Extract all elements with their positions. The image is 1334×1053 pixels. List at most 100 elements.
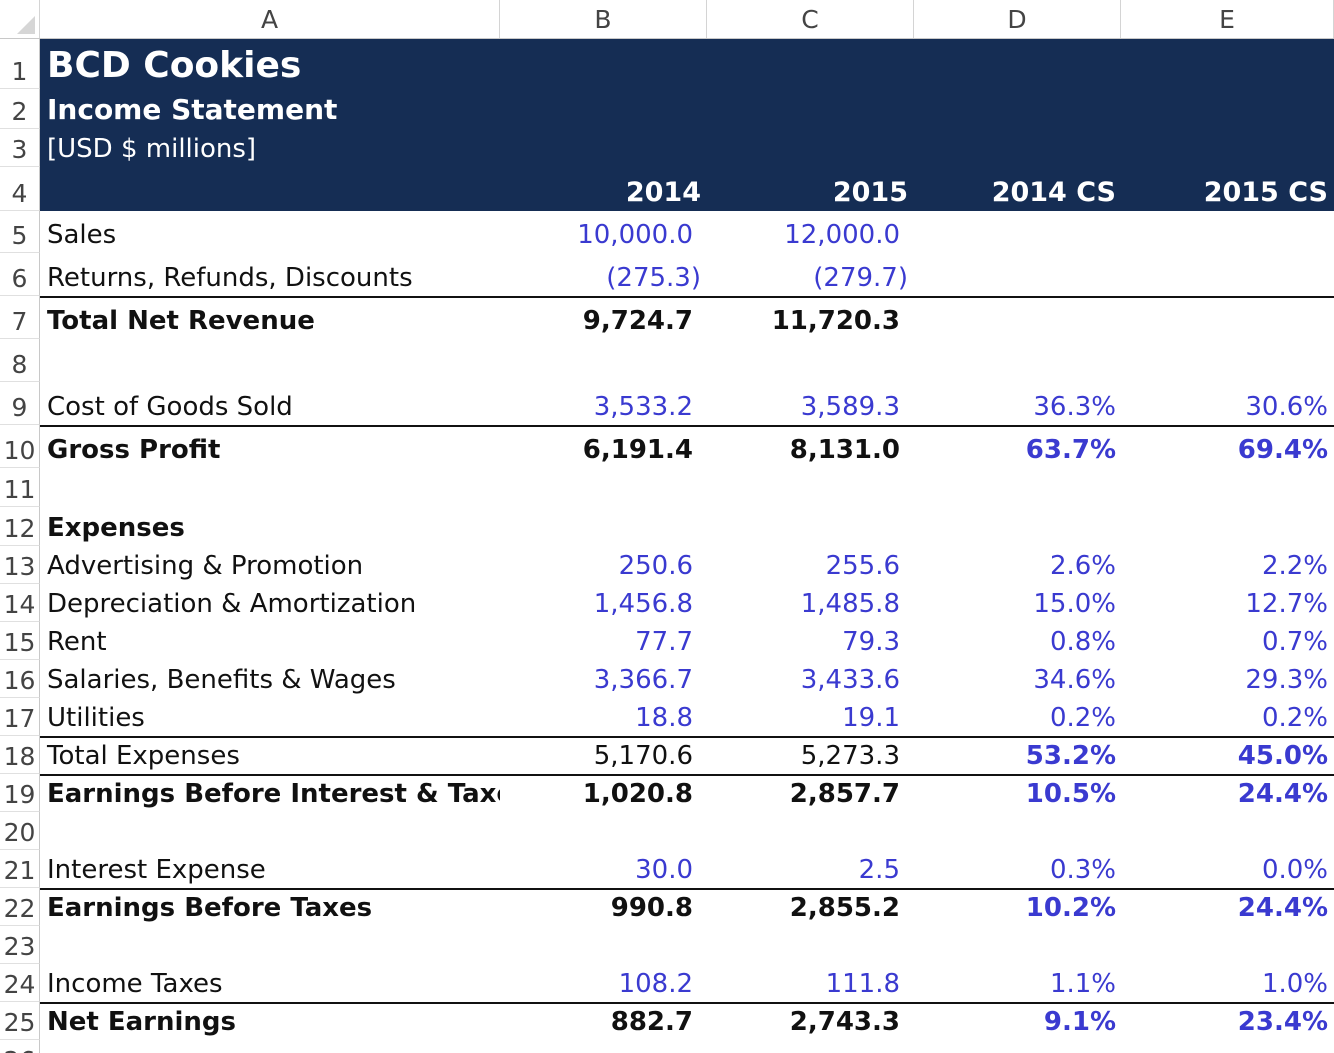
row-number[interactable]: 3 — [0, 129, 40, 167]
taxes-2015-cs[interactable]: 1.0% — [1261, 969, 1328, 999]
total-net-revenue-2015[interactable]: 11,720.3 — [707, 296, 914, 339]
ebt-2015-cs[interactable]: 24.4% — [1121, 888, 1334, 926]
row-number[interactable]: 18 — [0, 736, 40, 774]
cell[interactable] — [40, 926, 500, 964]
cell[interactable] — [40, 339, 500, 382]
total-expenses-2015-cs[interactable]: 45.0% — [1121, 736, 1334, 774]
cell[interactable] — [707, 1040, 914, 1053]
cell[interactable] — [500, 339, 707, 382]
row-number[interactable]: 19 — [0, 774, 40, 812]
year-2014-header[interactable]: 2014 — [500, 167, 707, 211]
cogs-2014-cs[interactable]: 36.3% — [1033, 392, 1116, 422]
row-number[interactable]: 2 — [0, 89, 40, 129]
line-label[interactable]: Rent — [47, 627, 107, 657]
line-label[interactable]: Total Net Revenue — [40, 296, 500, 339]
statement-title[interactable]: Income Statement — [40, 89, 500, 129]
cell[interactable] — [1121, 812, 1334, 850]
column-header-c[interactable]: C — [707, 0, 914, 38]
cell[interactable] — [1121, 926, 1334, 964]
cell[interactable] — [914, 253, 1121, 296]
cell[interactable] — [1121, 211, 1334, 253]
cell[interactable] — [914, 296, 1121, 339]
company-title[interactable]: BCD Cookies — [40, 39, 500, 89]
gross-profit-2014[interactable]: 6,191.4 — [500, 425, 707, 468]
cell[interactable] — [1121, 1040, 1334, 1053]
row-number[interactable]: 12 — [0, 507, 40, 546]
row-number[interactable]: 22 — [0, 888, 40, 926]
salaries-2015-cs[interactable]: 29.3% — [1245, 665, 1328, 695]
line-label[interactable]: Returns, Refunds, Discounts — [47, 263, 413, 293]
expenses-section-label[interactable]: Expenses — [47, 513, 185, 543]
row-number[interactable]: 11 — [0, 468, 40, 507]
utilities-2014-cs[interactable]: 0.2% — [1049, 703, 1116, 733]
cell[interactable] — [914, 926, 1121, 964]
cell[interactable] — [914, 339, 1121, 382]
row-number[interactable]: 21 — [0, 850, 40, 888]
cell[interactable] — [500, 507, 707, 546]
cogs-2015[interactable]: 3,589.3 — [800, 392, 900, 422]
cell[interactable] — [707, 468, 914, 507]
row-number[interactable]: 10 — [0, 425, 40, 468]
cell[interactable] — [500, 39, 707, 89]
gross-profit-2014-cs[interactable]: 63.7% — [914, 425, 1121, 468]
row-number[interactable]: 9 — [0, 382, 40, 425]
row-number[interactable]: 17 — [0, 698, 40, 736]
total-expenses-2014-cs[interactable]: 53.2% — [914, 736, 1121, 774]
depreciation-2014[interactable]: 1,456.8 — [593, 589, 693, 619]
row-number[interactable]: 4 — [0, 167, 40, 211]
line-label[interactable]: Earnings Before Interest & Taxes — [40, 774, 500, 812]
rent-2015[interactable]: 79.3 — [842, 627, 900, 657]
column-header-e[interactable]: E — [1121, 0, 1334, 38]
utilities-2015[interactable]: 19.1 — [842, 703, 900, 733]
total-expenses-2015[interactable]: 5,273.3 — [707, 736, 914, 774]
ebt-2014[interactable]: 990.8 — [500, 888, 707, 926]
cell[interactable] — [707, 926, 914, 964]
row-number[interactable]: 26 — [0, 1040, 40, 1053]
cell[interactable] — [40, 1040, 500, 1053]
interest-2014-cs[interactable]: 0.3% — [1049, 855, 1116, 885]
salaries-2015[interactable]: 3,433.6 — [800, 665, 900, 695]
net-earnings-2014[interactable]: 882.7 — [500, 1002, 707, 1040]
cell[interactable] — [914, 468, 1121, 507]
line-label[interactable]: Net Earnings — [40, 1002, 500, 1040]
cell[interactable] — [914, 39, 1121, 89]
line-label[interactable]: Utilities — [47, 703, 145, 733]
taxes-2014[interactable]: 108.2 — [618, 969, 693, 999]
cell[interactable] — [1121, 468, 1334, 507]
ebit-2014-cs[interactable]: 10.5% — [914, 774, 1121, 812]
cell[interactable] — [914, 507, 1121, 546]
cell[interactable] — [707, 339, 914, 382]
cell[interactable] — [1121, 339, 1334, 382]
row-number[interactable]: 13 — [0, 546, 40, 584]
row-number[interactable]: 23 — [0, 926, 40, 964]
row-number[interactable]: 8 — [0, 339, 40, 382]
gross-profit-2015[interactable]: 8,131.0 — [707, 425, 914, 468]
row-number[interactable]: 6 — [0, 253, 40, 296]
row-number[interactable]: 1 — [0, 39, 40, 89]
interest-2015-cs[interactable]: 0.0% — [1261, 855, 1328, 885]
interest-2014[interactable]: 30.0 — [635, 855, 693, 885]
cell[interactable] — [1121, 296, 1334, 339]
advertising-2014[interactable]: 250.6 — [618, 551, 693, 581]
depreciation-2015-cs[interactable]: 12.7% — [1245, 589, 1328, 619]
cell[interactable] — [500, 926, 707, 964]
cell[interactable] — [1121, 253, 1334, 296]
row-number[interactable]: 7 — [0, 296, 40, 339]
line-label[interactable]: Sales — [47, 220, 117, 250]
row-number[interactable]: 5 — [0, 211, 40, 253]
cell[interactable] — [500, 812, 707, 850]
cogs-2015-cs[interactable]: 30.6% — [1245, 392, 1328, 422]
utilities-2015-cs[interactable]: 0.2% — [1261, 703, 1328, 733]
select-all-corner[interactable] — [0, 0, 40, 38]
advertising-2015-cs[interactable]: 2.2% — [1261, 551, 1328, 581]
line-label[interactable]: Earnings Before Taxes — [40, 888, 500, 926]
cell[interactable] — [40, 167, 500, 211]
cell[interactable] — [914, 1040, 1121, 1053]
cell[interactable] — [914, 89, 1121, 129]
depreciation-2014-cs[interactable]: 15.0% — [1033, 589, 1116, 619]
cell[interactable] — [707, 39, 914, 89]
cs-2014-header[interactable]: 2014 CS — [914, 167, 1121, 211]
year-2015-header[interactable]: 2015 — [707, 167, 914, 211]
total-expenses-2014[interactable]: 5,170.6 — [500, 736, 707, 774]
ebit-2015[interactable]: 2,857.7 — [707, 774, 914, 812]
